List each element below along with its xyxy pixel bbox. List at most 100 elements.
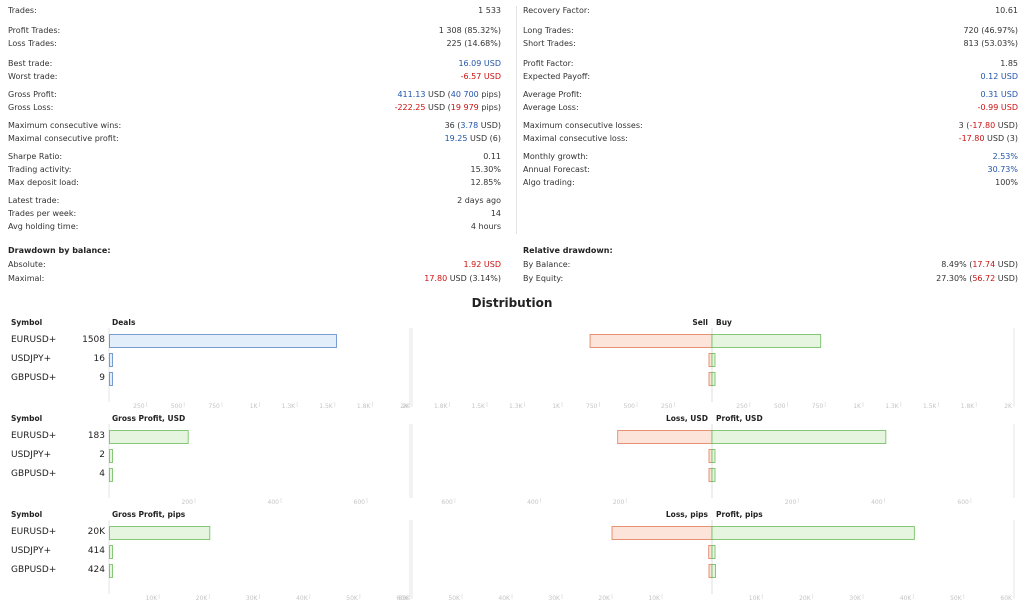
left-axis-tick-label: 10K: [146, 595, 159, 602]
right-positive-bar: [711, 449, 716, 463]
stat-label: Maximal consecutive profit:: [8, 134, 119, 143]
left-chart-title: Gross Profit, pips: [112, 510, 186, 519]
stat-value: 10.61: [995, 6, 1018, 15]
right-chart-negative-title: Loss, pips: [665, 510, 708, 519]
left-value-label: 2: [99, 450, 105, 460]
right-pos-axis-tick-label: 250: [736, 403, 748, 410]
right-neg-axis-tick-label: 1.3K: [509, 403, 524, 410]
stat-value-part: -222.25: [394, 103, 426, 112]
left-bar: [109, 526, 211, 540]
stat-value: -222.25 USD (19 979 pips): [395, 101, 501, 114]
left-axis-tick-label: 1.8K: [357, 403, 372, 410]
right-pos-axis-tick-label: 1.5K: [923, 403, 938, 410]
stat-value-part: -17.80: [958, 134, 985, 143]
stat-value: 27.30% (56.72 USD): [936, 272, 1018, 285]
stat-value-part: -17.80: [969, 121, 996, 130]
stat-row-worst-trade: Worst trade: -6.57 USD: [8, 70, 501, 83]
right-chart-positive-title: Buy: [716, 318, 732, 327]
stat-label: Absolute:: [8, 260, 46, 269]
stat-row-monthly-growth: Monthly growth: 2.53%: [523, 150, 1018, 163]
left-axis-tick-label: 50K: [346, 595, 359, 602]
stat-value: 17.80 USD (3.14%): [424, 272, 501, 285]
stat-row-by-balance: By Balance: 8.49% (17.74 USD): [523, 258, 1018, 271]
right-pos-axis-tick-label: 30K: [849, 595, 862, 602]
symbol-column-header: Symbol: [11, 510, 43, 519]
stat-value-part: 19 979: [450, 103, 479, 112]
stat-label: Best trade:: [8, 59, 53, 68]
stat-value: 12.85%: [470, 178, 501, 187]
stats-divider: [516, 6, 517, 234]
stat-value: 2.53%: [992, 152, 1018, 161]
stat-value-part: 40 700: [450, 90, 479, 99]
stat-label: Trades per week:: [8, 209, 77, 218]
distribution-svg: 200 400 600 600 400 200 200 400 600: [108, 424, 1015, 506]
right-neg-axis-tick-label: 400: [527, 499, 539, 506]
stat-value-part: 8.49% (: [941, 260, 973, 269]
stat-row-loss-trades: Loss Trades: 225 (14.68%): [8, 37, 501, 50]
stat-value-part: 17.80: [424, 274, 448, 283]
left-chart-title: Gross Profit, USD: [112, 414, 186, 423]
stat-row-maximal-consecutive-loss: Maximal consecutive loss: -17.80 USD (3): [523, 132, 1018, 145]
stat-label: Recovery Factor:: [523, 6, 590, 15]
right-negative-bar: [589, 334, 713, 348]
stat-value: 8.49% (17.74 USD): [941, 258, 1018, 271]
stat-value: 1 533: [478, 6, 501, 15]
right-negative-bar: [617, 430, 713, 444]
right-pos-axis-tick-label: 60K: [1000, 595, 1013, 602]
right-positive-bar: [711, 430, 887, 444]
stat-row-average-loss: Average Loss: -0.99 USD: [523, 101, 1018, 114]
stat-label: Relative drawdown:: [523, 246, 613, 255]
stat-label: Gross Profit:: [8, 90, 57, 99]
left-bar: [109, 468, 113, 482]
right-neg-axis-tick-label: 1K: [552, 403, 561, 410]
right-positive-bar: [711, 526, 915, 540]
stat-label: Maximal:: [8, 274, 45, 283]
left-axis-tick-label: 200: [182, 499, 194, 506]
right-positive-bar: [711, 468, 716, 482]
stat-row-trades: Trades: 1 533: [8, 4, 501, 17]
right-pos-axis-tick-label: 2K: [1004, 403, 1013, 410]
right-chart-negative-title: Sell: [692, 318, 708, 327]
right-neg-axis-tick-label: 60K: [398, 595, 411, 602]
left-bar: [109, 353, 113, 367]
right-chart-positive-title: Profit, pips: [716, 510, 763, 519]
stat-value: 19.25 USD (6): [445, 132, 501, 145]
stat-label: Trading activity:: [8, 165, 72, 174]
stat-label: Gross Loss:: [8, 103, 54, 112]
stat-value: 15.30%: [470, 165, 501, 174]
left-value-label: 20K: [87, 527, 105, 537]
left-axis-tick-label: 750: [208, 403, 220, 410]
stat-value: -0.99 USD: [977, 103, 1018, 112]
stat-row-gross-profit: Gross Profit: 411.13 USD (40 700 pips): [8, 88, 501, 101]
symbol-name: GBPUSD+: [11, 373, 57, 383]
stat-row-maximum-consecutive-wins: Maximum consecutive wins: 36 (3.78 USD): [8, 119, 501, 132]
right-positive-bar: [711, 564, 716, 578]
left-value-label: 16: [93, 354, 105, 364]
stat-label: By Balance:: [523, 260, 571, 269]
deals-distribution-chart: Symbol Deals Sell Buy EURUSD+ 1508 USDJPY+ 16 GB…: [0, 318, 1024, 414]
stat-value: -6.57 USD: [460, 72, 501, 81]
left-axis-tick-label: 400: [268, 499, 280, 506]
symbol-name: GBPUSD+: [11, 469, 57, 479]
stat-value: 0.12 USD: [980, 72, 1018, 81]
stat-value: 4 hours: [470, 222, 501, 231]
stat-value: 1.85: [1000, 59, 1018, 68]
symbol-column-header: Symbol: [11, 318, 43, 327]
stat-value-part: pips): [478, 90, 501, 99]
stat-value: 3 (-17.80 USD): [959, 119, 1018, 132]
stat-row-best-trade: Best trade: 16.09 USD: [8, 57, 501, 70]
left-value-label: 1508: [82, 335, 105, 345]
left-axis-tick-label: 1K: [250, 403, 259, 410]
stat-label: Maximum consecutive wins:: [8, 121, 122, 130]
stat-value-part: 3.78: [460, 121, 479, 130]
left-axis-tick-label: 1.5K: [319, 403, 334, 410]
distribution-title: Distribution: [471, 296, 553, 310]
stat-value: 0.11: [483, 152, 501, 161]
right-negative-bar: [708, 545, 713, 559]
stat-row-max-deposit-load: Max deposit load: 12.85%: [8, 176, 501, 189]
stat-value-part: 36 (: [444, 121, 461, 130]
left-value-label: 424: [87, 565, 105, 575]
stat-row-average-profit: Average Profit: 0.31 USD: [523, 88, 1018, 101]
stat-label: Avg holding time:: [8, 222, 79, 231]
stat-label: Loss Trades:: [8, 39, 57, 48]
